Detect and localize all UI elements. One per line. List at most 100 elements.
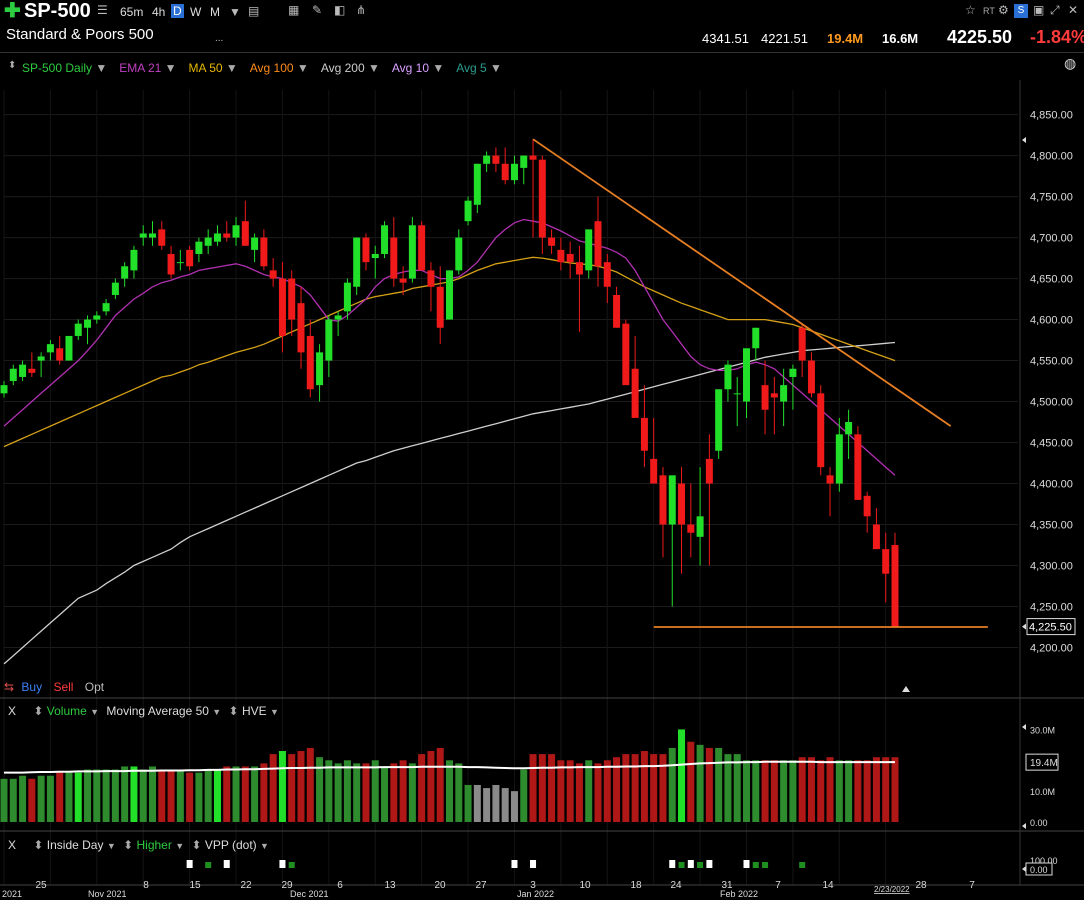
dropdown-icon[interactable]: ▼ [367,61,380,75]
candle-body [408,225,416,279]
grip-icon[interactable]: ⬍ [123,838,134,852]
study-4[interactable]: Avg 200 ▼ [320,61,380,75]
volume-pane-close-button[interactable]: X [8,704,17,718]
hve-label[interactable]: HVE [241,704,267,718]
add-symbol-icon[interactable]: ✚ [4,0,21,22]
timeframe-4h[interactable]: 4h [152,5,166,19]
timeframe-65m[interactable]: 65m [120,5,144,19]
candle-body [678,483,686,525]
candle-body [0,385,8,394]
price-tick-label: 4,450.00 [1030,438,1073,450]
volume-bar [297,751,305,822]
candle-body [102,303,110,312]
study-6[interactable]: Avg 5 ▼ [456,61,502,75]
expand-icon[interactable]: ⤢ [1050,3,1060,17]
trade-icon[interactable]: ⇆ [4,680,15,694]
candle-body [798,327,806,361]
candle-body [111,282,119,295]
volume-bar [436,747,444,822]
symbol-label[interactable]: SP-500 [24,0,91,22]
dropdown-icon[interactable]: ▼ [164,61,177,75]
candle-body [9,368,17,382]
volume-study-label[interactable]: Volume [46,704,87,718]
volume-bar [111,769,119,822]
dropdown-icon[interactable]: ▼ [432,61,445,75]
ema21-path [3,218,896,476]
chart-style-icon[interactable]: ▤ [248,4,260,18]
settings-icon[interactable]: ⚙ [998,3,1009,17]
favorite-star-icon[interactable]: ☆ [965,3,976,17]
vpp-label[interactable]: VPP (dot) [204,838,257,852]
grip-icon[interactable]: ⬍ [8,60,17,71]
timeframe-weekly[interactable]: W [190,5,202,19]
dropdown-icon[interactable]: ▼ [269,707,279,717]
timeframe-dropdown-icon[interactable]: ▼ [229,5,241,19]
date-tick-label: 7 [775,880,781,891]
volume-bar [19,775,27,822]
draw-pen-icon[interactable]: ✎ [312,3,323,17]
grip-icon[interactable]: ⬍ [33,704,44,718]
dropdown-icon[interactable]: ▼ [95,61,108,75]
study-0[interactable]: SP-500 Daily ▼ [22,61,108,75]
volume-bar [752,760,760,822]
option-button[interactable]: Opt [84,680,105,694]
grip-icon[interactable]: ⬍ [228,704,239,718]
date-tick-label: 25 [35,880,47,891]
volume-bar [789,760,797,822]
price-tick-label: 4,750.00 [1030,192,1073,204]
sell-button[interactable]: Sell [53,680,74,694]
stockcharts-badge-icon[interactable]: S [1014,4,1028,18]
volume-bar [715,747,723,822]
candle-body [845,422,853,435]
volume-bar [0,778,8,822]
dropdown-icon[interactable]: ▼ [490,61,502,75]
dropdown-icon[interactable]: ▼ [296,61,309,75]
volume-bar [408,763,416,822]
study-icon[interactable]: ▦ [288,3,300,17]
dropdown-icon[interactable]: ▼ [212,707,222,717]
dropdown-icon[interactable]: ▼ [90,707,100,717]
volume-tick-label: 30.0M [1030,725,1055,735]
volume-bar [446,760,453,822]
volume-bar [845,760,853,822]
study-1[interactable]: EMA 21 ▼ [119,61,177,75]
inside-day-mark [687,860,694,868]
price-grid [0,80,1084,885]
dropdown-icon[interactable]: ▼ [225,61,238,75]
last-price-pointer-icon [1022,623,1026,630]
study-2[interactable]: MA 50 ▼ [188,61,238,75]
inside-day-label[interactable]: Inside Day [46,838,104,852]
templates-icon[interactable]: ◧ [334,3,346,17]
higher-label[interactable]: Higher [136,838,172,852]
close-icon[interactable]: ✕ [1068,3,1079,17]
study-5[interactable]: Avg 10 ▼ [391,61,445,75]
grip-icon[interactable]: ⬍ [191,838,202,852]
share-icon[interactable]: ⋔ [356,3,367,17]
palette-icon[interactable]: ◍ [1064,55,1077,71]
dropdown-icon[interactable]: ▼ [175,841,185,851]
volume-ma-label[interactable]: Moving Average 50 [106,704,209,718]
candle-body [613,294,621,328]
dropdown-icon[interactable]: ▼ [106,841,116,851]
high-value: 4341.51 [702,31,749,46]
volume-bar [557,760,565,822]
study-3[interactable]: Avg 100 ▼ [249,61,309,75]
list-icon[interactable]: ☰ [97,3,108,17]
buy-button[interactable]: Buy [21,680,43,694]
timeframe-monthly[interactable]: M [210,5,220,19]
volume-bar [483,788,491,822]
candle-body [149,233,156,238]
indicator-axis-marker-icon [1022,866,1026,872]
indicator-pane-close-button[interactable]: X [8,838,17,852]
timeframe-daily[interactable]: D [171,4,184,18]
candle-body [427,270,435,287]
dropdown-icon[interactable]: ▼ [260,841,269,851]
volume-bar [678,729,686,822]
candle-body [334,315,342,320]
grip-icon[interactable]: ⬍ [33,838,44,852]
price-tick-label: 4,250.00 [1030,602,1073,614]
higher-mark [678,862,685,868]
chart-canvas[interactable]: 4,850.00 4,800.00 4,750.00 4,700.00 4,650.00… [0,79,1084,900]
save-icon[interactable]: ▣ [1033,3,1045,17]
name-ellipsis[interactable]: ... [215,33,224,44]
